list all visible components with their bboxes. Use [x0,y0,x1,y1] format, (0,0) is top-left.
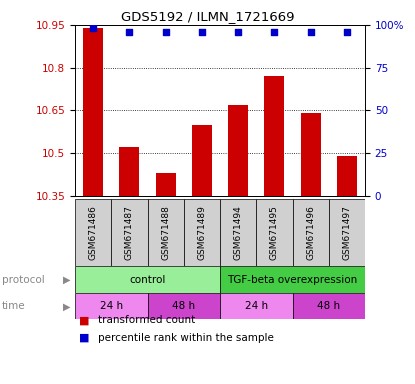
Bar [264,76,284,196]
Text: 24 h: 24 h [245,301,268,311]
Text: 24 h: 24 h [100,301,123,311]
Text: GSM671497: GSM671497 [342,205,352,260]
Bar [83,28,103,196]
Point [271,29,278,35]
Bar [75,266,220,293]
Text: GDS5192 / ILMN_1721669: GDS5192 / ILMN_1721669 [121,10,294,23]
Bar [228,105,248,196]
Text: GSM671495: GSM671495 [270,205,279,260]
Bar [184,199,220,266]
Text: GSM671486: GSM671486 [89,205,98,260]
Text: GSM671488: GSM671488 [161,205,170,260]
Bar [220,293,293,319]
Point [344,29,350,35]
Text: ■: ■ [79,333,90,343]
Bar [75,199,111,266]
Text: ▶: ▶ [63,301,71,311]
Bar [147,199,184,266]
Bar [75,293,147,319]
Point [198,29,205,35]
Text: 48 h: 48 h [172,301,195,311]
Text: 48 h: 48 h [317,301,340,311]
Bar [147,293,220,319]
Text: control: control [129,275,166,285]
Text: ▶: ▶ [63,275,71,285]
Bar [337,156,357,196]
Point [235,29,242,35]
Point [126,29,133,35]
Point [162,29,169,35]
Bar [192,125,212,196]
Text: GSM671496: GSM671496 [306,205,315,260]
Text: GSM671494: GSM671494 [234,205,243,260]
Bar [120,147,139,196]
Bar [220,266,365,293]
Bar [156,173,176,196]
Text: TGF-beta overexpression: TGF-beta overexpression [227,275,358,285]
Point [90,25,96,31]
Bar [111,199,147,266]
Text: time: time [2,301,26,311]
Bar [300,113,321,196]
Point [307,29,314,35]
Text: transformed count: transformed count [98,315,195,325]
Text: GSM671489: GSM671489 [198,205,206,260]
Bar [329,199,365,266]
Bar [256,199,293,266]
Text: GSM671487: GSM671487 [125,205,134,260]
Text: protocol: protocol [2,275,45,285]
Text: ■: ■ [79,315,90,325]
Text: percentile rank within the sample: percentile rank within the sample [98,333,274,343]
Bar [293,293,365,319]
Bar [293,199,329,266]
Bar [220,199,256,266]
